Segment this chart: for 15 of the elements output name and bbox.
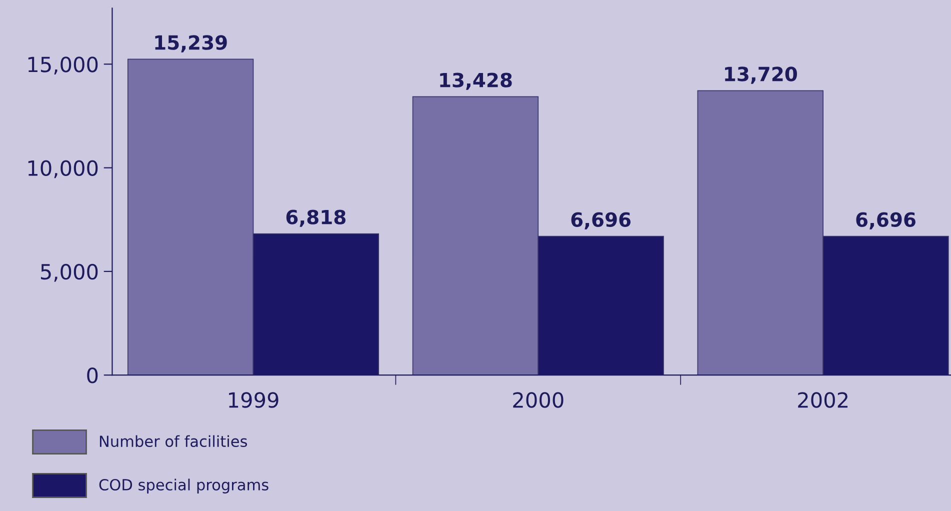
x-tick-label: 1999 xyxy=(229,392,278,408)
y-tick-label: 10,000 xyxy=(28,160,98,178)
data-label: 13,428 xyxy=(440,72,512,90)
y-tick-label: 5,000 xyxy=(40,264,98,282)
data-label: 13,720 xyxy=(725,66,797,84)
data-label: 6,818 xyxy=(286,210,346,227)
data-label: 15,239 xyxy=(155,35,227,52)
x-tick-label: 2002 xyxy=(798,392,848,408)
data-label: 6,696 xyxy=(571,212,631,230)
y-tick-label: 15,000 xyxy=(28,56,98,74)
data-label: 6,696 xyxy=(856,212,916,230)
y-tick-label: 0 xyxy=(87,368,98,384)
x-tick-label: 2000 xyxy=(513,392,564,408)
legend-label: COD special programs xyxy=(99,478,268,494)
legend-label: Number of facilities xyxy=(100,435,247,448)
